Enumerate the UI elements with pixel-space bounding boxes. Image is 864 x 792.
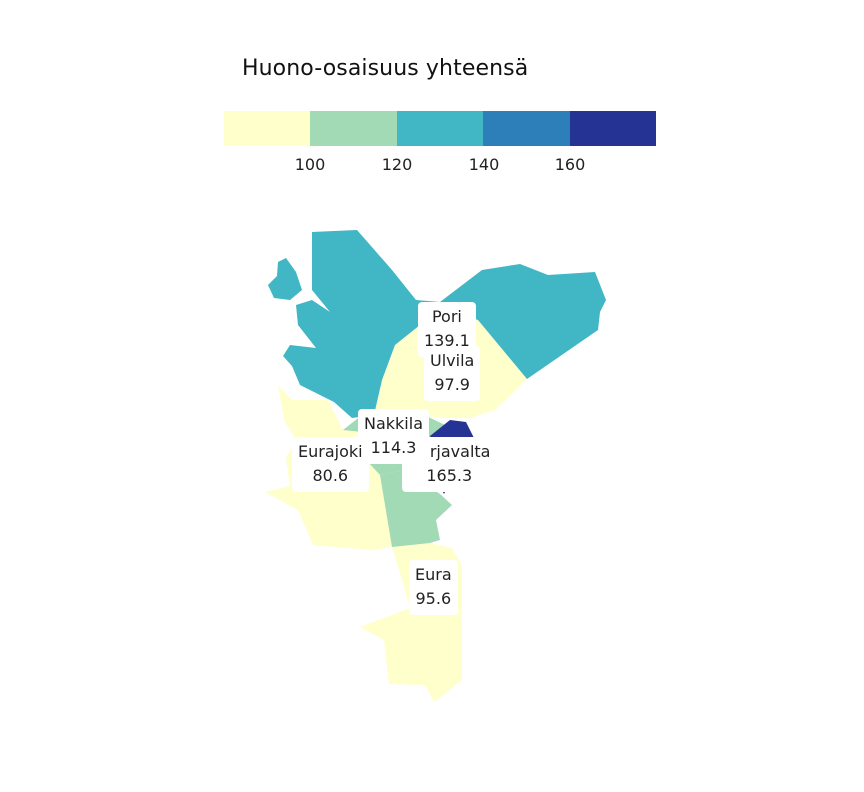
legend-tick-label: 160 bbox=[554, 155, 586, 174]
region-pori-island[interactable] bbox=[268, 258, 302, 300]
region-label-eura: Eura 95.6 bbox=[409, 560, 458, 615]
map-title: Huono-osaisuus yhteensä bbox=[242, 56, 529, 81]
legend-swatch-4 bbox=[483, 111, 570, 146]
legend-tick-label: 100 bbox=[294, 155, 326, 174]
legend-tick-label: 120 bbox=[381, 155, 413, 174]
region-name: Ulvila bbox=[430, 351, 475, 370]
region-name: Eurajoki bbox=[298, 442, 363, 461]
region-pori[interactable] bbox=[283, 230, 606, 418]
region-label-eurajoki: Eurajoki 80.6 bbox=[292, 437, 369, 492]
region-value: 97.9 bbox=[434, 375, 470, 394]
region-value: 95.6 bbox=[415, 589, 452, 608]
region-value: 139.1 bbox=[424, 331, 470, 350]
legend-swatch-1 bbox=[224, 111, 311, 146]
legend-swatch-2 bbox=[310, 111, 397, 146]
legend-swatch-3 bbox=[396, 111, 484, 146]
region-value: 114.3 bbox=[370, 438, 417, 457]
region-name: Pori bbox=[431, 307, 462, 326]
legend-swatch-5 bbox=[569, 111, 657, 146]
color-legend bbox=[224, 111, 657, 146]
region-label-ulvila: Ulvila 97.9 bbox=[424, 346, 481, 401]
legend-tick-label: 140 bbox=[468, 155, 500, 174]
region-nakkila-south[interactable] bbox=[380, 470, 452, 547]
region-name: Nakkila bbox=[364, 414, 423, 433]
region-value: 165.3 bbox=[426, 466, 473, 485]
region-label-nakkila: Nakkila 114.3 bbox=[358, 409, 429, 464]
region-value: 80.6 bbox=[312, 466, 349, 485]
region-name: Eura bbox=[415, 565, 452, 584]
